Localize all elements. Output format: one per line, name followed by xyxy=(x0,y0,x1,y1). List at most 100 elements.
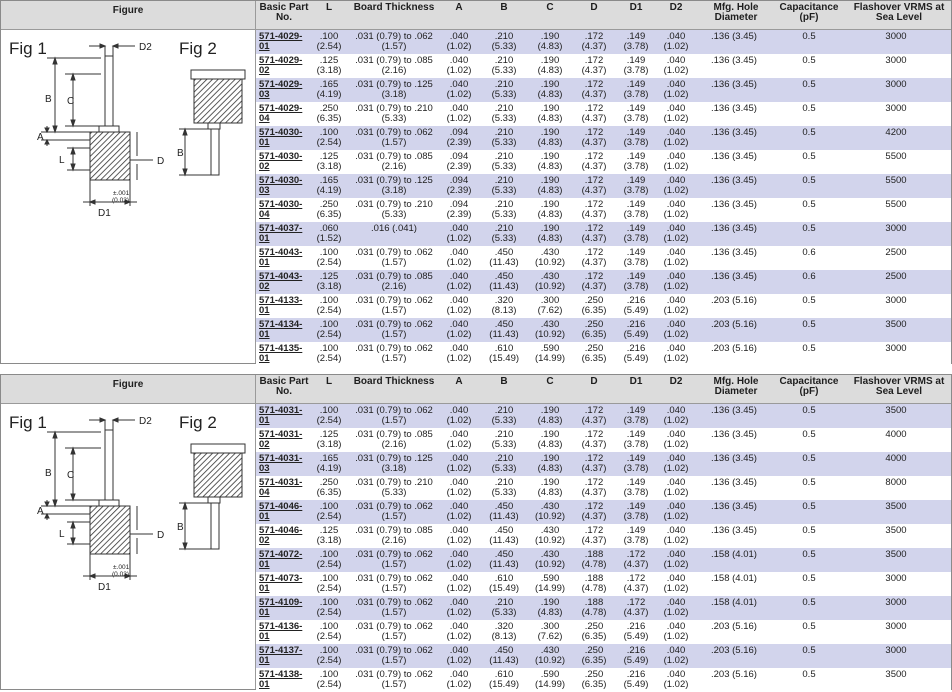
cell-b: .210 (5.33) xyxy=(491,453,517,474)
cell-c: .300 (7.62) xyxy=(537,621,563,642)
part-number[interactable]: 571-4029- 01 xyxy=(259,31,303,52)
cell-l: .100 (2.54) xyxy=(316,597,342,618)
cell-flashover: 8000 xyxy=(885,477,907,488)
cell-d1: .149 (3.78) xyxy=(623,223,649,244)
cell-d2: .040 (1.02) xyxy=(663,103,689,124)
cell-b: .610 (15.49) xyxy=(488,669,520,690)
part-number[interactable]: 571-4030- 04 xyxy=(259,199,303,220)
part-number[interactable]: 571-4135- 01 xyxy=(259,343,303,364)
cell-d2: .040 (1.02) xyxy=(663,55,689,76)
table-row: 571-4029- 02 .125 (3.18) .031 (0.79) to .085… xyxy=(256,54,951,78)
cell-d1: .149 (3.78) xyxy=(623,127,649,148)
cell-capacitance: 0.5 xyxy=(802,477,816,488)
part-number[interactable]: 571-4134- 01 xyxy=(259,319,303,340)
part-number[interactable]: 571-4029- 02 xyxy=(259,55,303,76)
cell-mfg-hole: .203 (5.16) xyxy=(711,645,757,656)
cell-d1: .149 (3.78) xyxy=(623,79,649,100)
cell-board-thickness: .031 (0.79) to .062 (1.57) xyxy=(355,405,433,426)
cell-board-thickness: .031 (0.79) to .062 (1.57) xyxy=(355,295,433,316)
cell-capacitance: 0.5 xyxy=(802,295,816,306)
cell-d2: .040 (1.02) xyxy=(663,477,689,498)
header-l: L xyxy=(325,2,333,13)
cell-a: .040 (1.02) xyxy=(446,295,472,316)
part-number[interactable]: 571-4073- 01 xyxy=(259,573,303,594)
cell-l: .100 (2.54) xyxy=(316,31,342,52)
part-number[interactable]: 571-4133- 01 xyxy=(259,295,303,316)
part-number[interactable]: 571-4109- 01 xyxy=(259,597,303,618)
part-number[interactable]: 571-4031- 02 xyxy=(259,429,303,450)
cell-d: .250 (6.35) xyxy=(581,621,607,642)
cell-board-thickness: .031 (0.79) to .085 (2.16) xyxy=(355,525,433,546)
cell-c: .430 (10.92) xyxy=(534,501,566,522)
cell-b: .210 (5.33) xyxy=(491,151,517,172)
part-number[interactable]: 571-4136- 01 xyxy=(259,621,303,642)
cell-mfg-hole: .136 (3.45) xyxy=(711,103,757,114)
part-number[interactable]: 571-4030- 03 xyxy=(259,175,303,196)
tolerance-bottom: (0.03) xyxy=(112,197,129,204)
cell-mfg-hole: .203 (5.16) xyxy=(711,343,757,354)
cell-capacitance: 0.5 xyxy=(802,645,816,656)
table-row: 571-4029- 01 .100 (2.54) .031 (0.79) to .062… xyxy=(256,30,951,54)
cell-d: .172 (4.37) xyxy=(581,525,607,546)
cell-board-thickness: .031 (0.79) to .210 (5.33) xyxy=(355,199,433,220)
part-number[interactable]: 571-4138- 01 xyxy=(259,669,303,690)
cell-mfg-hole: .136 (3.45) xyxy=(711,175,757,186)
fig2-b-label: B xyxy=(177,148,184,159)
table-row: 571-4037- 01 .060 (1.52) .016 (.041) .040 (1.0… xyxy=(256,222,951,246)
part-number[interactable]: 571-4037- 01 xyxy=(259,223,303,244)
cell-flashover: 3000 xyxy=(885,31,907,42)
cell-l: .060 (1.52) xyxy=(316,223,342,244)
cell-b: .210 (5.33) xyxy=(491,127,517,148)
cell-mfg-hole: .136 (3.45) xyxy=(711,199,757,210)
cell-flashover: 3500 xyxy=(885,405,907,416)
tolerance-bottom: (0.03) xyxy=(112,571,129,578)
cell-l: .100 (2.54) xyxy=(316,405,342,426)
cell-d2: .040 (1.02) xyxy=(663,621,689,642)
part-number[interactable]: 571-4072- 01 xyxy=(259,549,303,570)
header-b: B xyxy=(500,376,508,387)
cell-d: .188 (4.78) xyxy=(581,597,607,618)
header-d: D xyxy=(590,2,598,13)
part-number[interactable]: 571-4029- 03 xyxy=(259,79,303,100)
fig2-label: Fig 2 xyxy=(179,39,217,58)
cell-b: .210 (5.33) xyxy=(491,199,517,220)
cell-d2: .040 (1.02) xyxy=(663,319,689,340)
part-number[interactable]: 571-4137- 01 xyxy=(259,645,303,666)
cell-capacitance: 0.5 xyxy=(802,573,816,584)
cell-mfg-hole: .136 (3.45) xyxy=(711,477,757,488)
cell-mfg-hole: .136 (3.45) xyxy=(711,247,757,258)
cell-flashover: 5500 xyxy=(885,199,907,210)
header-basic-part: Basic Part No. xyxy=(259,2,309,23)
cell-d1: .216 (5.49) xyxy=(623,669,649,690)
header-board-thickness: Board Thickness xyxy=(353,376,435,387)
cell-d1: .216 (5.49) xyxy=(623,621,649,642)
part-number[interactable]: 571-4046- 01 xyxy=(259,501,303,522)
cell-board-thickness: .031 (0.79) to .062 (1.57) xyxy=(355,501,433,522)
cell-d2: .040 (1.02) xyxy=(663,247,689,268)
table-row: 571-4031- 04 .250 (6.35) .031 (0.79) to .210… xyxy=(256,476,951,500)
part-number[interactable]: 571-4031- 03 xyxy=(259,453,303,474)
cell-capacitance: 0.5 xyxy=(802,501,816,512)
cell-d: .172 (4.37) xyxy=(581,103,607,124)
fig1-drawing xyxy=(41,417,153,580)
part-number[interactable]: 571-4030- 02 xyxy=(259,151,303,172)
part-number[interactable]: 571-4046- 02 xyxy=(259,525,303,546)
cell-flashover: 3500 xyxy=(885,549,907,560)
cell-d: .172 (4.37) xyxy=(581,175,607,196)
cell-board-thickness: .016 (.041) xyxy=(371,223,417,234)
part-number[interactable]: 571-4031- 01 xyxy=(259,405,303,426)
part-number[interactable]: 571-4043- 02 xyxy=(259,271,303,292)
cell-b: .210 (5.33) xyxy=(491,79,517,100)
part-number[interactable]: 571-4043- 01 xyxy=(259,247,303,268)
cell-b: .610 (15.49) xyxy=(488,573,520,594)
part-number[interactable]: 571-4031- 04 xyxy=(259,477,303,498)
b-label: B xyxy=(45,468,52,479)
cell-flashover: 5500 xyxy=(885,151,907,162)
part-number[interactable]: 571-4029- 04 xyxy=(259,103,303,124)
part-number[interactable]: 571-4030- 01 xyxy=(259,127,303,148)
cell-c: .190 (4.83) xyxy=(537,199,563,220)
cell-a: .040 (1.02) xyxy=(446,223,472,244)
table-row: 571-4135- 01 .100 (2.54) .031 (0.79) to .062… xyxy=(256,342,951,366)
table-row: 571-4030- 04 .250 (6.35) .031 (0.79) to .210… xyxy=(256,198,951,222)
cell-d1: .149 (3.78) xyxy=(623,405,649,426)
